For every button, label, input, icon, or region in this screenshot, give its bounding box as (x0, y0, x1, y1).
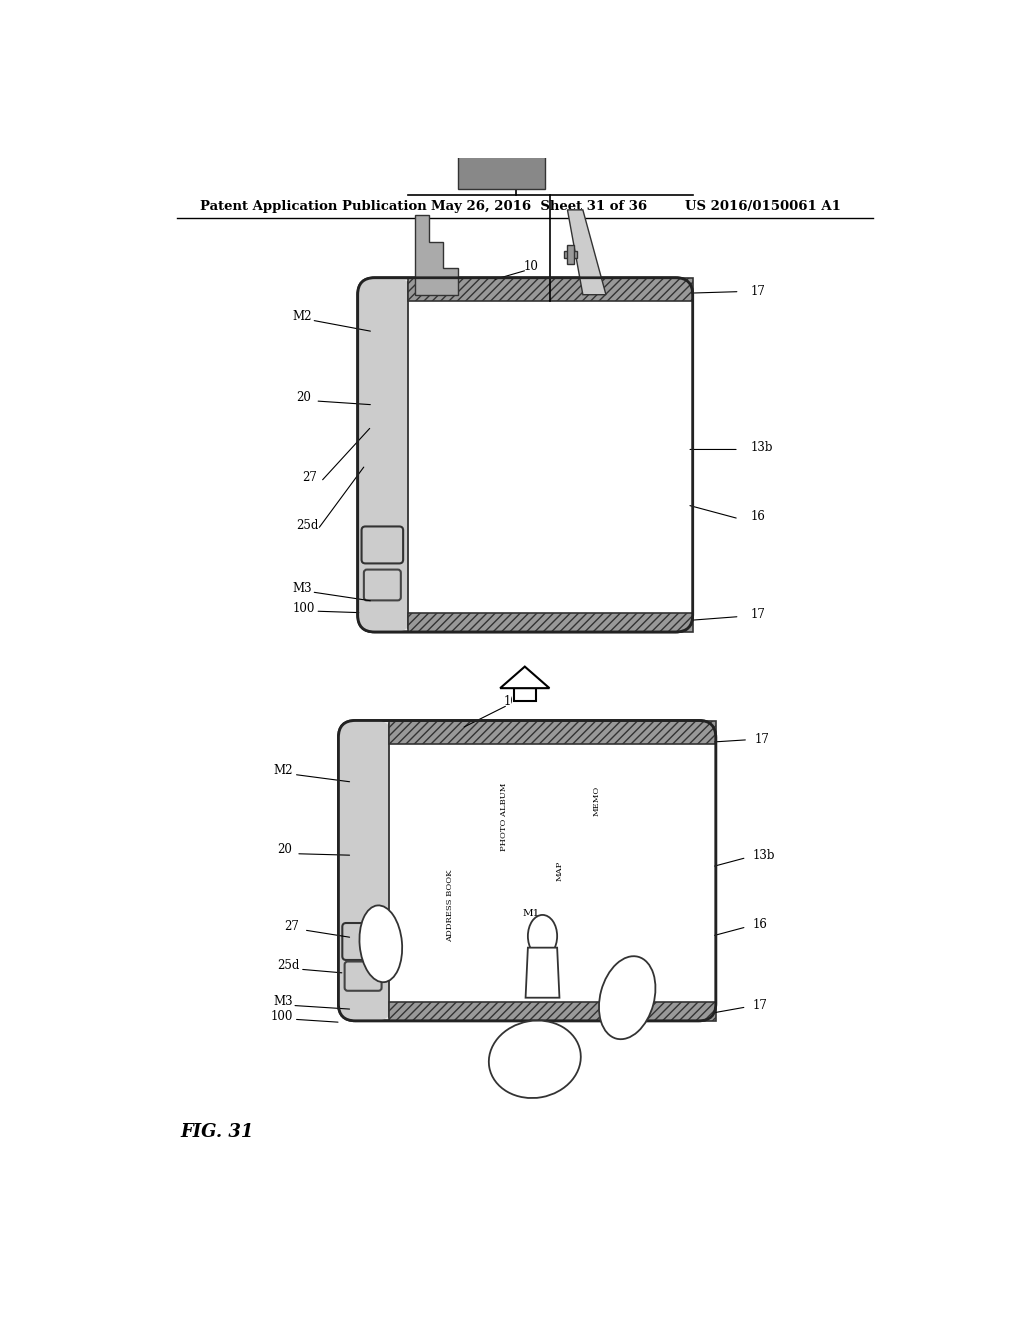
Bar (388, 721, 716, 743)
Polygon shape (420, 892, 441, 917)
Bar (408, 277, 692, 301)
Ellipse shape (599, 956, 655, 1039)
FancyBboxPatch shape (357, 277, 412, 632)
Text: 20: 20 (296, 391, 311, 404)
Polygon shape (567, 210, 606, 294)
Polygon shape (416, 215, 458, 294)
Text: 17: 17 (751, 607, 765, 620)
Polygon shape (500, 667, 550, 688)
Circle shape (349, 990, 377, 1018)
Bar (412, 103, 456, 139)
Text: M2: M2 (273, 764, 293, 777)
Bar (567, 246, 573, 264)
Text: 13b: 13b (751, 441, 773, 454)
FancyBboxPatch shape (364, 570, 400, 601)
Circle shape (346, 884, 380, 919)
Text: 10: 10 (523, 260, 539, 273)
Text: 20: 20 (276, 843, 292, 857)
Circle shape (366, 380, 399, 414)
Bar (563, 251, 578, 257)
Text: 16: 16 (753, 917, 768, 931)
Text: 16: 16 (751, 510, 765, 523)
Circle shape (346, 758, 380, 792)
FancyBboxPatch shape (361, 527, 403, 564)
Ellipse shape (528, 915, 557, 957)
Text: 27: 27 (302, 471, 317, 484)
Circle shape (369, 603, 396, 631)
Circle shape (346, 842, 380, 876)
Text: 17: 17 (755, 733, 769, 746)
Text: May 26, 2016  Sheet 31 of 36: May 26, 2016 Sheet 31 of 36 (431, 199, 647, 213)
Ellipse shape (359, 906, 402, 982)
FancyBboxPatch shape (342, 923, 384, 960)
Text: M3: M3 (292, 582, 312, 594)
Bar (388, 1002, 716, 1020)
Polygon shape (566, 789, 588, 813)
Polygon shape (474, 804, 496, 829)
FancyBboxPatch shape (339, 721, 392, 1020)
Bar (512, 667, 538, 705)
Text: 100: 100 (292, 602, 314, 615)
Text: PHOTO ALBUM: PHOTO ALBUM (500, 783, 508, 851)
Text: 17: 17 (753, 999, 768, 1012)
Polygon shape (525, 948, 559, 998)
Bar (458, 108, 546, 189)
FancyBboxPatch shape (345, 961, 382, 991)
Circle shape (366, 330, 399, 364)
Text: MAP: MAP (556, 861, 563, 880)
Bar (408, 612, 692, 632)
Bar (408, 301, 692, 612)
Polygon shape (526, 857, 551, 884)
Text: FIG. 31: FIG. 31 (180, 1123, 254, 1142)
Text: 10: 10 (504, 694, 519, 708)
Text: M2: M2 (292, 310, 311, 323)
Text: 17: 17 (751, 285, 765, 298)
Bar (412, 0, 541, 88)
FancyBboxPatch shape (339, 721, 716, 1020)
Text: 25d: 25d (276, 958, 299, 972)
Text: 25d: 25d (296, 519, 318, 532)
Text: ADDRESS BOOK: ADDRESS BOOK (446, 869, 455, 941)
Text: US 2016/0150061 A1: US 2016/0150061 A1 (685, 199, 841, 213)
Circle shape (366, 482, 399, 516)
Circle shape (346, 800, 380, 834)
Text: 27: 27 (285, 920, 299, 933)
Text: 100: 100 (270, 1010, 293, 1023)
Bar (470, 3, 527, 50)
Text: M3: M3 (273, 995, 293, 1008)
FancyBboxPatch shape (357, 277, 692, 632)
Bar (514, 688, 536, 701)
Text: M1: M1 (522, 908, 540, 917)
Ellipse shape (488, 1020, 581, 1098)
Circle shape (366, 430, 399, 465)
Bar (388, 743, 716, 1002)
Text: MEMO: MEMO (593, 787, 600, 817)
Text: Patent Application Publication: Patent Application Publication (200, 199, 427, 213)
Text: 13b: 13b (753, 849, 775, 862)
